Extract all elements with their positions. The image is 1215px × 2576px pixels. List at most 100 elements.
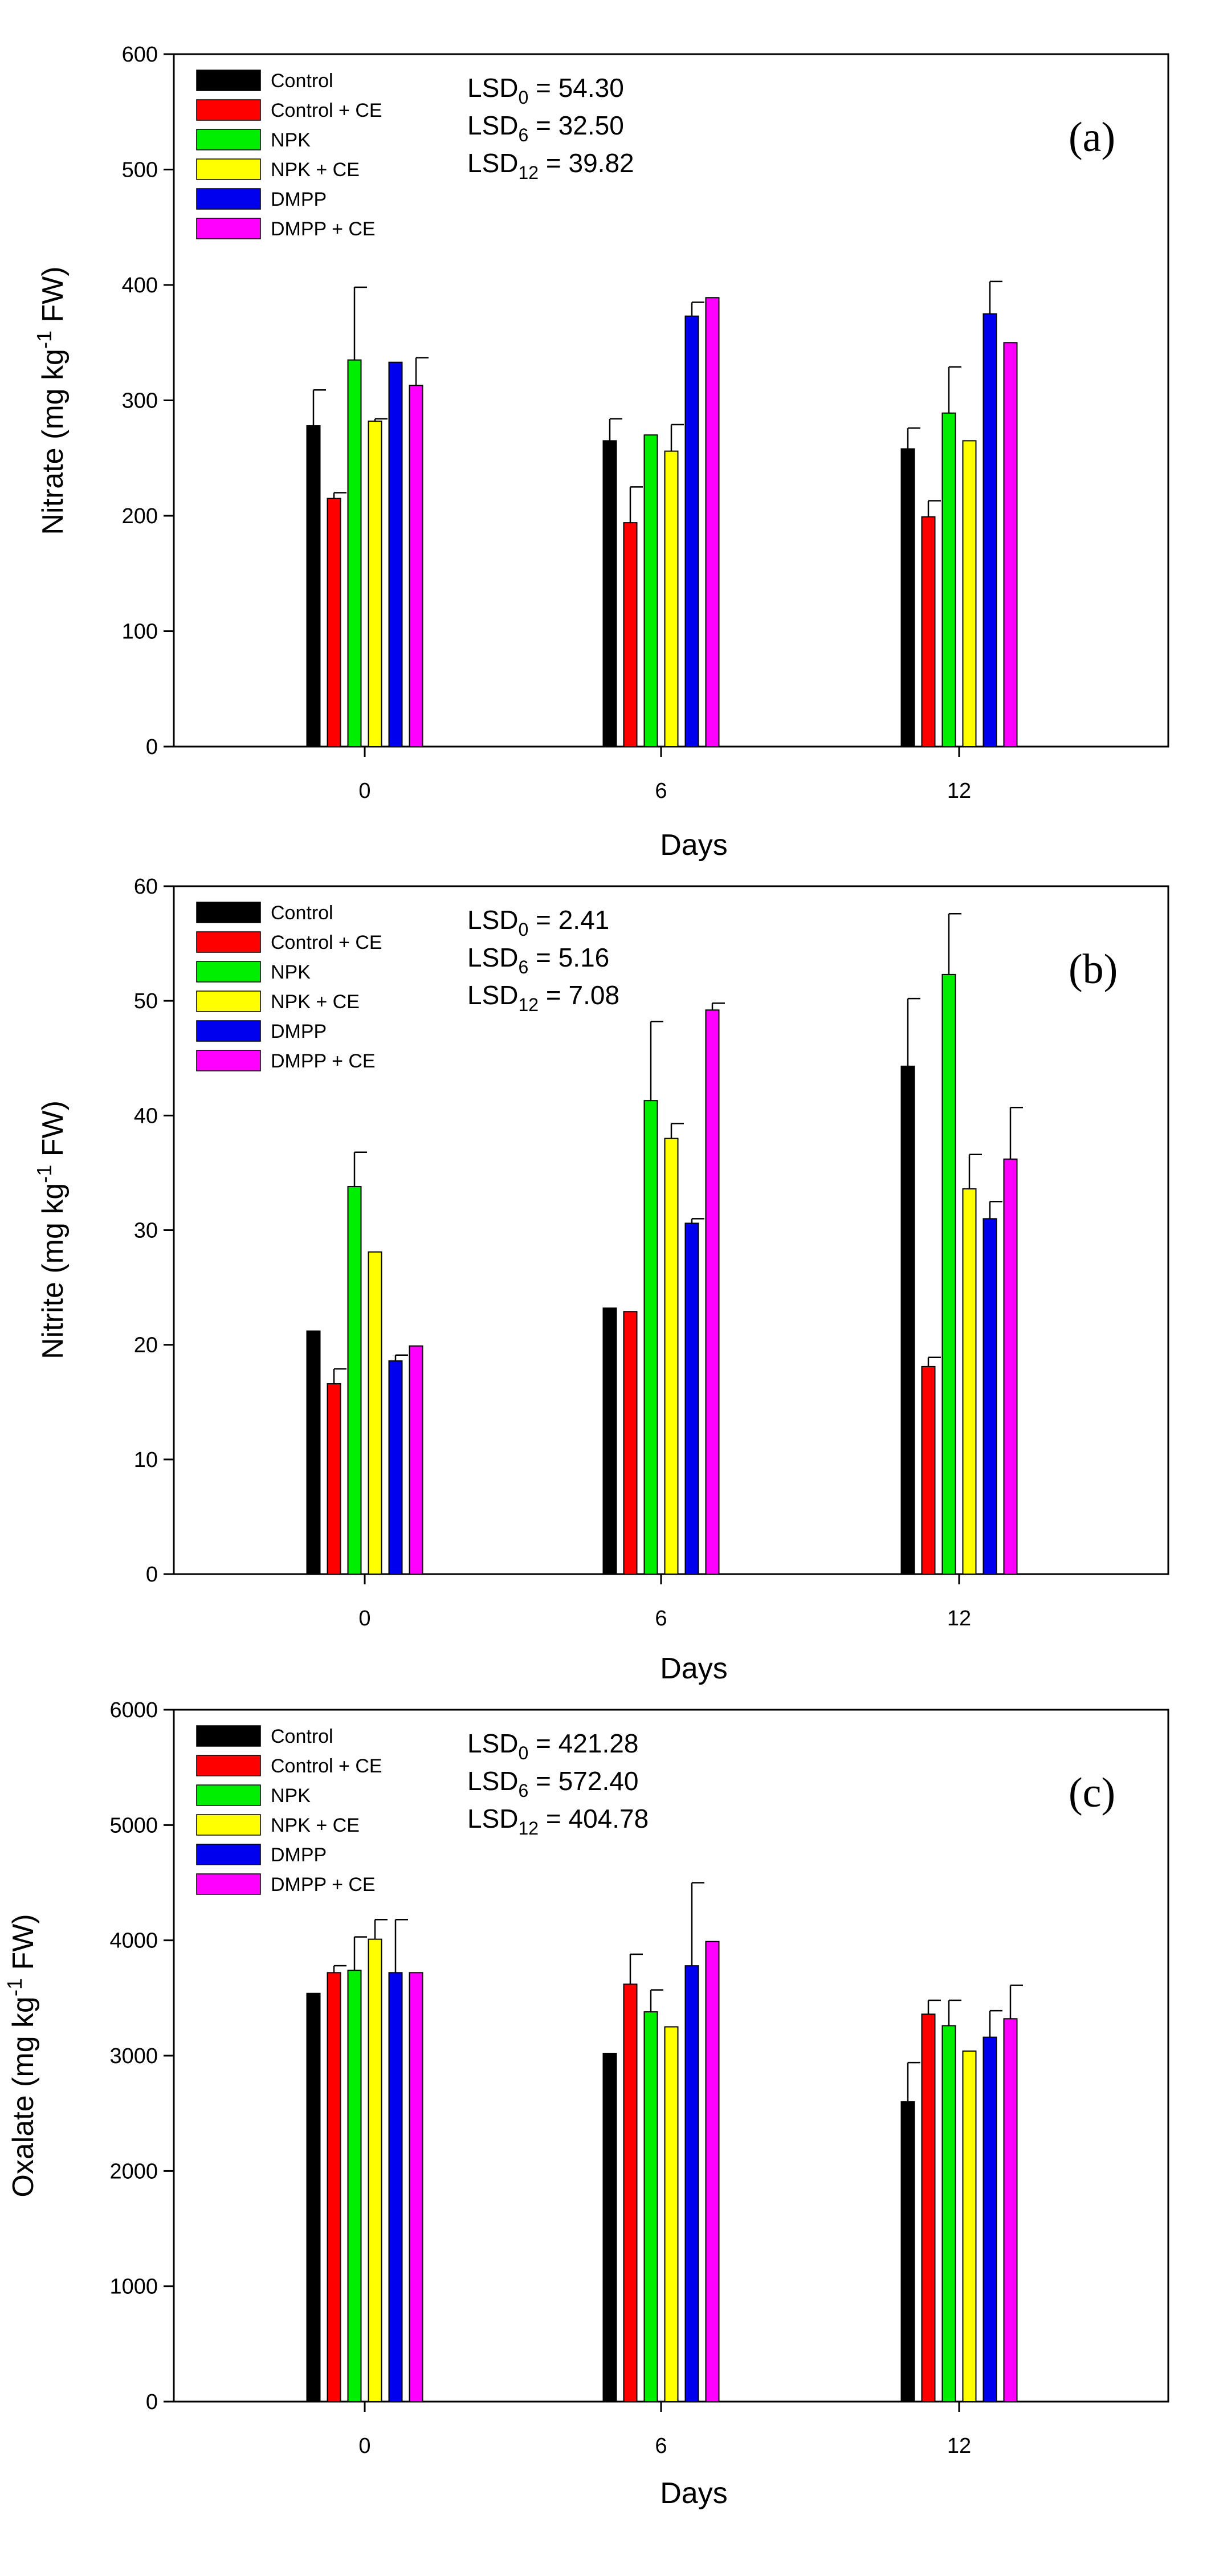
lsd-subscript: 12 bbox=[518, 1818, 539, 1839]
legend-swatch bbox=[196, 1020, 261, 1042]
lsd-line: LSD6 = 572.40 bbox=[467, 1766, 638, 1801]
bar bbox=[306, 1330, 321, 1575]
lsd-value: = 572.40 bbox=[528, 1766, 638, 1796]
lsd-subscript: 6 bbox=[518, 125, 528, 145]
legend-label: NPK + CE bbox=[271, 991, 360, 1013]
y-axis-title-main: Oxalate (mg kg bbox=[7, 1996, 40, 2198]
legend-swatch bbox=[196, 129, 261, 150]
bar bbox=[602, 2052, 617, 2403]
y-tick-label: 5000 bbox=[109, 1813, 158, 1837]
bar bbox=[306, 425, 321, 747]
legend-label: DMPP bbox=[271, 1021, 327, 1042]
x-tick-label: 0 bbox=[358, 2434, 370, 2458]
lsd-subscript: 0 bbox=[518, 87, 528, 108]
bar bbox=[388, 1360, 403, 1575]
legend: Control Control + CE NPK NPK + CE DMPP DMPP +… bbox=[196, 1725, 382, 1896]
bar bbox=[1003, 1158, 1018, 1575]
bar bbox=[409, 1345, 423, 1575]
bar bbox=[982, 1218, 997, 1575]
bar bbox=[623, 1311, 638, 1575]
y-tick-label: 3000 bbox=[109, 2044, 158, 2068]
lsd-base: LSD bbox=[467, 905, 518, 935]
bar bbox=[643, 1100, 658, 1575]
legend-label: NPK + CE bbox=[271, 159, 360, 181]
legend-swatch bbox=[196, 188, 261, 210]
y-tick-label: 400 bbox=[122, 274, 158, 297]
bar bbox=[982, 313, 997, 747]
legend-label: Control bbox=[271, 70, 333, 92]
bar bbox=[368, 420, 382, 747]
y-tick-label: 4000 bbox=[109, 1929, 158, 1953]
y-tick-label: 50 bbox=[134, 989, 158, 1013]
bar bbox=[643, 434, 658, 747]
bar bbox=[327, 1972, 341, 2403]
legend-swatch bbox=[196, 1755, 261, 1776]
bar bbox=[643, 2011, 658, 2402]
bar bbox=[705, 1009, 720, 1575]
y-tick-label: 200 bbox=[122, 504, 158, 528]
bar bbox=[1003, 342, 1018, 747]
legend-swatch bbox=[196, 1050, 261, 1071]
lsd-base: LSD bbox=[467, 1729, 518, 1758]
lsd-base: LSD bbox=[467, 148, 518, 178]
y-tick-label: 0 bbox=[146, 1563, 158, 1587]
lsd-value: = 7.08 bbox=[539, 980, 619, 1010]
bar bbox=[900, 448, 915, 747]
bar bbox=[921, 2013, 936, 2402]
bar bbox=[388, 361, 403, 747]
lsd-line: LSD6 = 5.16 bbox=[467, 943, 609, 977]
bar bbox=[664, 450, 679, 747]
y-tick-label: 20 bbox=[134, 1334, 158, 1358]
bar bbox=[684, 1222, 699, 1575]
lsd-line: LSD6 = 32.50 bbox=[467, 111, 624, 145]
bar bbox=[664, 2026, 679, 2403]
panel-label: (a) bbox=[1069, 114, 1115, 161]
y-tick-label: 100 bbox=[122, 620, 158, 644]
y-axis-title: Nitrite (mg kg-1 FW) bbox=[32, 1100, 70, 1359]
bar bbox=[962, 440, 977, 747]
y-tick-label: 1000 bbox=[109, 2275, 158, 2299]
y-axis-title-main: Nitrite (mg kg bbox=[36, 1183, 70, 1359]
x-tick-label: 12 bbox=[947, 2434, 971, 2458]
bar bbox=[941, 973, 956, 1575]
x-tick-label: 6 bbox=[655, 2434, 667, 2458]
bar bbox=[900, 2101, 915, 2402]
legend-label: Control + CE bbox=[271, 932, 382, 953]
bar bbox=[347, 359, 362, 747]
legend-label: DMPP + CE bbox=[271, 218, 376, 240]
y-tick-label: 40 bbox=[134, 1104, 158, 1128]
lsd-line: LSD12 = 39.82 bbox=[467, 148, 634, 183]
lsd-value: = 404.78 bbox=[539, 1804, 649, 1833]
lsd-line: LSD0 = 54.30 bbox=[467, 73, 624, 108]
lsd-value: = 39.82 bbox=[539, 148, 634, 178]
legend-label: NPK bbox=[271, 961, 311, 983]
legend-swatch bbox=[196, 1844, 261, 1865]
lsd-subscript: 0 bbox=[518, 919, 528, 940]
legend-label: Control bbox=[271, 902, 333, 924]
legend-swatch bbox=[196, 1814, 261, 1836]
legend-label: NPK bbox=[271, 1785, 311, 1807]
lsd-base: LSD bbox=[467, 1804, 518, 1833]
legend-swatch bbox=[196, 902, 261, 923]
bar bbox=[388, 1972, 403, 2403]
bar bbox=[705, 1941, 720, 2402]
y-tick-label: 300 bbox=[122, 389, 158, 413]
lsd-subscript: 12 bbox=[518, 162, 539, 183]
lsd-value: = 421.28 bbox=[528, 1729, 638, 1758]
bar bbox=[900, 1065, 915, 1575]
legend-swatch bbox=[196, 1725, 261, 1747]
lsd-base: LSD bbox=[467, 980, 518, 1010]
y-tick-label: 2000 bbox=[109, 2159, 158, 2183]
x-tick-label: 12 bbox=[947, 779, 971, 803]
legend: Control Control + CE NPK NPK + CE DMPP DMPP +… bbox=[196, 902, 382, 1072]
y-tick-label: 6000 bbox=[109, 1698, 158, 1722]
bar bbox=[602, 440, 617, 747]
legend-label: DMPP bbox=[271, 189, 327, 210]
y-axis-title: Nitrate (mg kg-1 FW) bbox=[32, 266, 70, 535]
bar bbox=[409, 1972, 423, 2403]
legend-swatch bbox=[196, 218, 261, 239]
x-tick-label: 6 bbox=[655, 1607, 667, 1631]
bar bbox=[327, 498, 341, 747]
